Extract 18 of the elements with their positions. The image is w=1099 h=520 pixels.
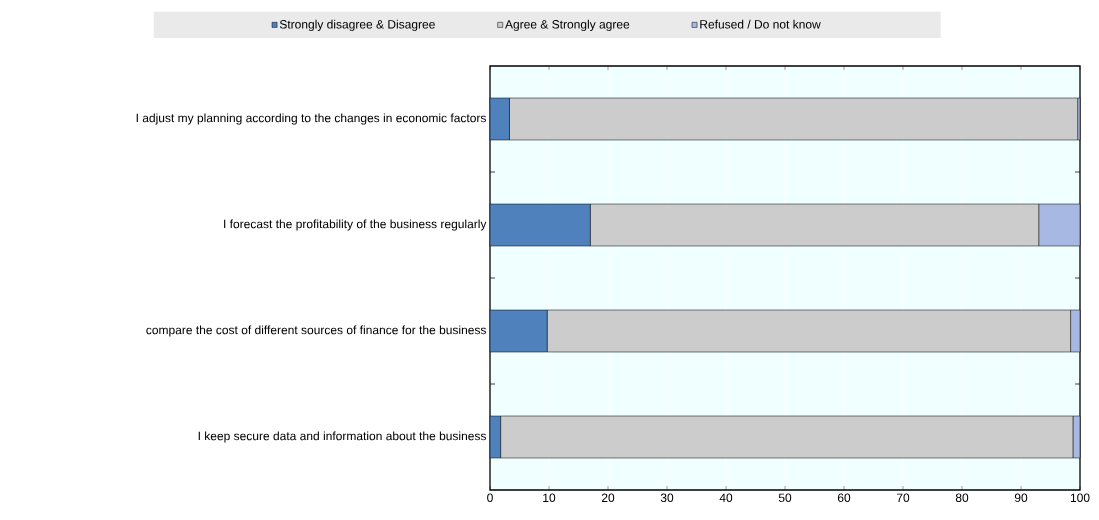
x-tick-label: 0 (487, 493, 493, 503)
x-tick-label: 80 (955, 493, 969, 503)
x-tick-label: 10 (543, 493, 556, 503)
y-tick-label: I adjust my planning according to the changes in economic factors (136, 113, 486, 125)
x-tick-label: 20 (601, 493, 615, 503)
y-tick-label: I forecast the profitability of the business regularly (224, 219, 487, 231)
legend-label: Strongly disagree & Disagree (279, 19, 435, 31)
x-tick-label: 40 (719, 493, 733, 503)
legend-label: Refused / Do not know (700, 19, 821, 29)
x-tick-label: 50 (778, 493, 792, 503)
x-tick-label: 100 (1070, 493, 1090, 503)
x-tick-label: 30 (660, 493, 674, 503)
y-tick-label: compare the cost of different sources of finance for the business (146, 325, 486, 337)
legend-label: Agree & Strongly agree (505, 19, 630, 31)
x-tick-label: 70 (896, 493, 910, 503)
x-tick-label: 60 (837, 493, 851, 503)
x-tick-label: 90 (1014, 493, 1028, 503)
y-tick-label: I keep secure data and information about the business (198, 431, 486, 443)
